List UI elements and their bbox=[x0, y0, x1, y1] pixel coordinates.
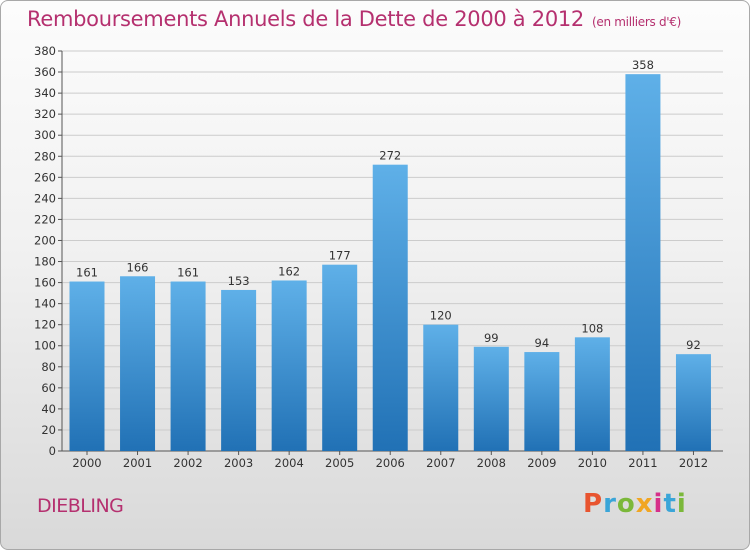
x-tick-label: 2005 bbox=[325, 456, 354, 470]
data-label: 92 bbox=[686, 338, 701, 352]
data-label: 99 bbox=[484, 331, 499, 345]
x-axis: 2000 2001 2002 2003 2004 2005 2006 2007 2008 2009… bbox=[72, 451, 708, 470]
y-tick-label: 200 bbox=[34, 233, 56, 247]
x-tick-label: 2007 bbox=[426, 456, 455, 470]
proxiti-logo[interactable]: Proxiti bbox=[583, 489, 687, 519]
x-tick-label: 2002 bbox=[173, 456, 202, 470]
y-tick-label: 0 bbox=[49, 444, 56, 458]
x-tick-label: 2012 bbox=[679, 456, 708, 470]
bar-2011 bbox=[625, 74, 661, 451]
logo-letter: P bbox=[583, 489, 604, 519]
bar-2007 bbox=[423, 324, 459, 451]
y-tick-label: 360 bbox=[34, 65, 56, 79]
y-tick-label: 180 bbox=[34, 255, 56, 269]
x-tick-label: 2000 bbox=[72, 456, 101, 470]
x-tick-label: 2009 bbox=[527, 456, 556, 470]
logo-letter: o bbox=[616, 489, 636, 519]
y-tick-label: 280 bbox=[34, 149, 56, 163]
title-text: Remboursements Annuels de la Dette de 20… bbox=[27, 7, 584, 31]
logo-letter: t bbox=[663, 489, 677, 519]
x-tick-label: 2001 bbox=[123, 456, 152, 470]
y-tick-label: 260 bbox=[34, 170, 56, 184]
x-tick-label: 2008 bbox=[477, 456, 506, 470]
y-tick-label: 40 bbox=[41, 402, 56, 416]
x-tick-label: 2011 bbox=[628, 456, 657, 470]
y-tick-label: 300 bbox=[34, 128, 56, 142]
bar-2012 bbox=[675, 354, 711, 451]
logo-letter: i bbox=[676, 489, 687, 519]
bar-2010 bbox=[574, 337, 610, 451]
y-tick-label: 220 bbox=[34, 212, 56, 226]
bar-2005 bbox=[322, 264, 358, 451]
bars: 161 166 161 153 162 177 272 120 99 94 108 358 92 bbox=[69, 58, 711, 451]
y-tick-label: 140 bbox=[34, 297, 56, 311]
x-tick-label: 2003 bbox=[224, 456, 253, 470]
data-label: 120 bbox=[430, 309, 452, 323]
bar-2004 bbox=[271, 280, 307, 451]
bar-2001 bbox=[120, 276, 156, 451]
y-tick-label: 60 bbox=[41, 381, 56, 395]
x-tick-label: 2006 bbox=[376, 456, 405, 470]
data-label: 177 bbox=[329, 249, 351, 263]
bar-2006 bbox=[372, 164, 408, 451]
y-tick-label: 380 bbox=[34, 44, 56, 58]
y-tick-label: 20 bbox=[41, 423, 56, 437]
x-tick-label: 2010 bbox=[578, 456, 607, 470]
data-label: 153 bbox=[228, 274, 250, 288]
logo-letter: x bbox=[635, 489, 654, 519]
data-label: 94 bbox=[535, 336, 550, 350]
y-tick-label: 340 bbox=[34, 86, 56, 100]
city-name: DIEBLING bbox=[37, 495, 124, 517]
data-label: 272 bbox=[379, 149, 401, 163]
data-label: 358 bbox=[632, 58, 654, 72]
y-tick-label: 160 bbox=[34, 276, 56, 290]
data-label: 161 bbox=[177, 266, 199, 280]
data-label: 162 bbox=[278, 264, 300, 278]
x-tick-label: 2004 bbox=[275, 456, 304, 470]
bar-2009 bbox=[524, 352, 560, 451]
bar-2008 bbox=[473, 346, 509, 451]
y-tick-label: 320 bbox=[34, 107, 56, 121]
data-label: 108 bbox=[581, 321, 603, 335]
data-label: 161 bbox=[76, 266, 98, 280]
chart-title: Remboursements Annuels de la Dette de 20… bbox=[27, 7, 681, 31]
y-tick-label: 240 bbox=[34, 191, 56, 205]
y-tick-label: 120 bbox=[34, 318, 56, 332]
unit-label: (en milliers d'€) bbox=[592, 15, 682, 29]
bar-2000 bbox=[69, 281, 105, 451]
y-tick-label: 80 bbox=[41, 360, 56, 374]
bar-2002 bbox=[170, 281, 206, 451]
logo-letter: r bbox=[603, 489, 617, 519]
data-label: 166 bbox=[127, 260, 149, 274]
bar-2003 bbox=[221, 289, 257, 451]
y-tick-label: 100 bbox=[34, 339, 56, 353]
logo-letter: i bbox=[653, 489, 664, 519]
